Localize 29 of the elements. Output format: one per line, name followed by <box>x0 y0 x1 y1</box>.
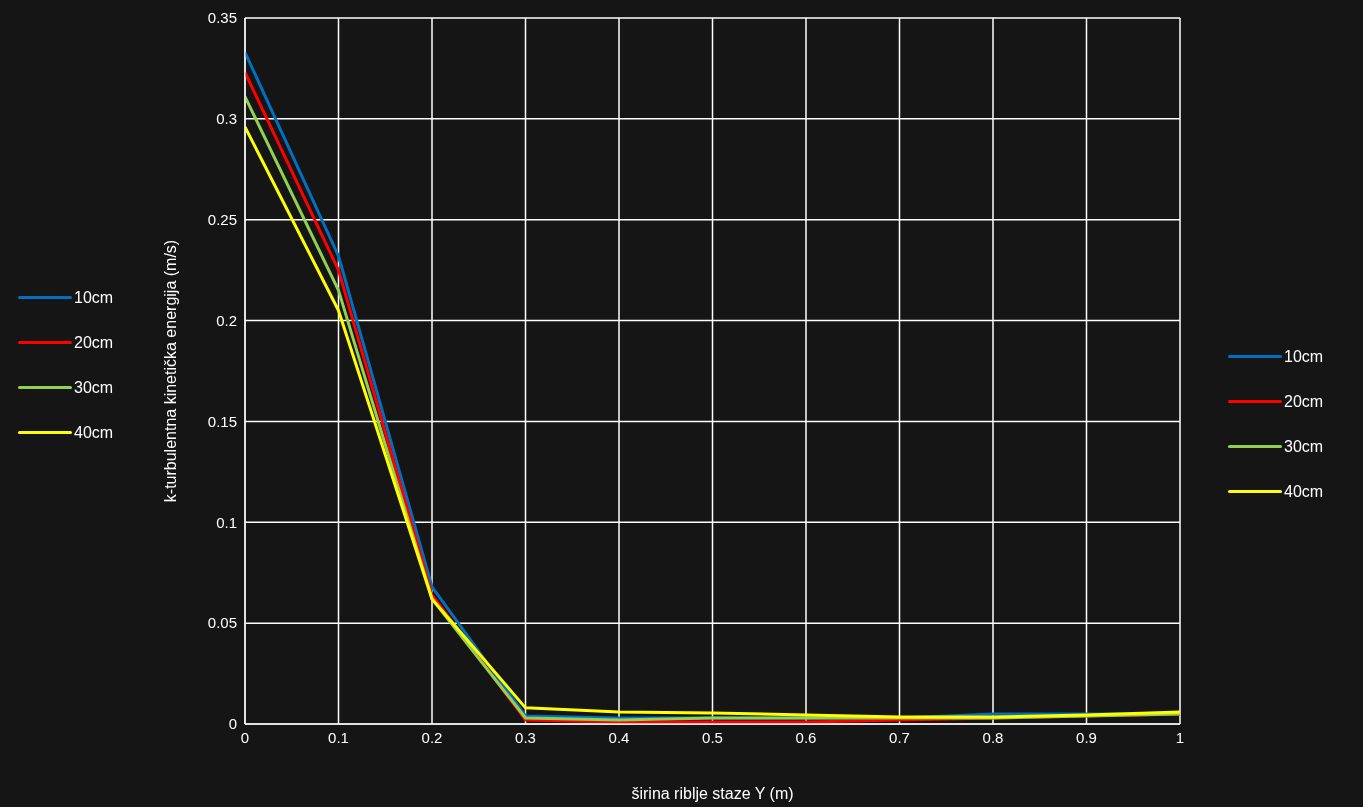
text: 20cm <box>74 333 114 351</box>
text: 10cm <box>74 288 114 306</box>
x-tick-label: 0.3 <box>515 728 536 746</box>
text: 40cm <box>74 423 114 441</box>
x-tick-label: 0.1 <box>328 728 349 746</box>
x-tick-label: 0.5 <box>702 728 723 746</box>
y-tick-label: 0.2 <box>216 311 237 329</box>
y-tick-label: 0 <box>228 715 237 733</box>
x-tick-label: 0 <box>240 728 250 746</box>
x-tick-label: 0.8 <box>982 728 1004 746</box>
x-tick-label: 1 <box>1175 728 1185 746</box>
legend-label: 20cm <box>1284 392 1324 411</box>
x-tick-label: 0.9 <box>1076 728 1097 746</box>
x-tick-label: 0.4 <box>608 728 630 746</box>
y-tick-label: 0.3 <box>216 110 237 128</box>
x-tick-label: 0.2 <box>421 728 443 746</box>
legend-label: 40cm <box>1284 482 1324 501</box>
x-axis-title: širina riblje staze Y (m) <box>631 785 794 802</box>
text: 30cm <box>74 378 114 396</box>
x-tick-label: 0.7 <box>889 728 910 746</box>
legend-label: 30cm <box>1284 437 1324 456</box>
x-tick-label: 0.6 <box>795 728 817 746</box>
y-tick-label: 0.25 <box>207 211 237 229</box>
y-axis-title: k-turbulentna kinetička energija (m/s) <box>161 239 179 503</box>
y-tick-label: 0.35 <box>207 9 237 27</box>
legend-label: 10cm <box>1284 347 1324 366</box>
y-tick-label: 0.05 <box>207 614 237 632</box>
y-tick-label: 0.15 <box>207 412 237 430</box>
y-tick-label: 0.1 <box>216 513 237 531</box>
